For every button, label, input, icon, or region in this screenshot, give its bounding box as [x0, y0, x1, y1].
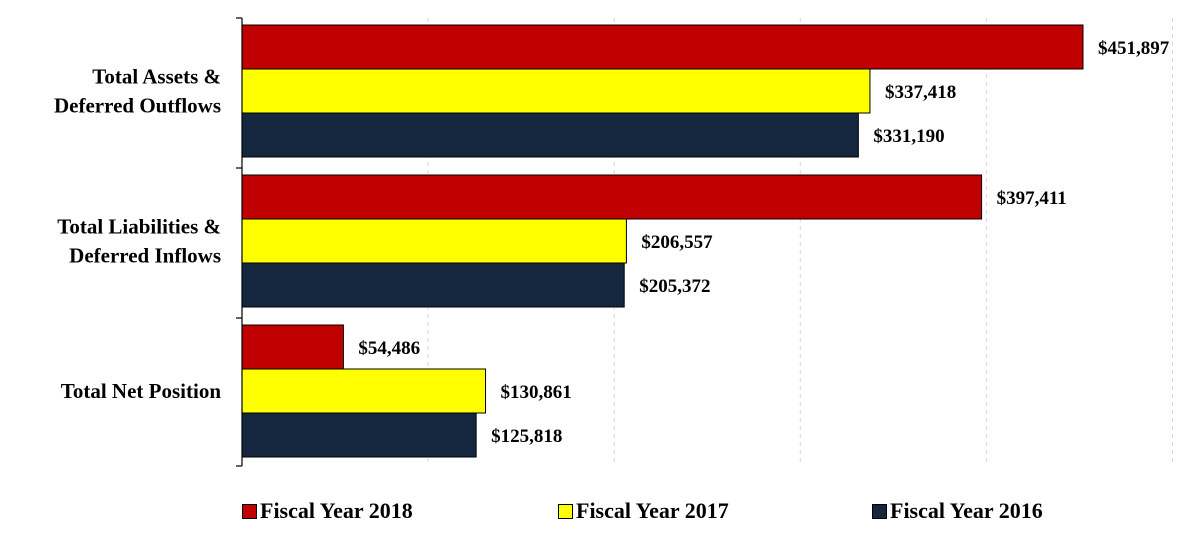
category-label-line: Total Assets & — [92, 65, 221, 89]
category-label: Total Net Position — [61, 379, 222, 403]
bar — [241, 412, 477, 458]
labels: $451,897 $337,418 $331,190 Total Assets & De… — [54, 38, 1170, 447]
bar — [241, 262, 625, 308]
category-label-line: Total Net Position — [61, 379, 222, 403]
legend: Fiscal Year 2018 Fiscal Year 2017 Fiscal… — [0, 498, 1189, 530]
bar — [241, 174, 983, 220]
data-label: $397,411 — [997, 188, 1067, 209]
bars — [241, 24, 1084, 458]
data-label: $205,372 — [639, 276, 710, 297]
data-label: $206,557 — [641, 232, 713, 253]
category-label-line: Deferred Outflows — [54, 94, 221, 118]
legend-label-fy2018: Fiscal Year 2018 — [260, 498, 413, 523]
bar — [241, 112, 859, 158]
legend-swatch-fy2017 — [558, 503, 573, 519]
category-label: Total Liabilities & Deferred Inflows — [57, 215, 221, 268]
data-label: $451,897 — [1098, 38, 1170, 59]
data-label: $130,861 — [501, 382, 572, 403]
bar — [241, 218, 627, 264]
data-label: $54,486 — [358, 338, 420, 359]
legend-item-fy2016: Fiscal Year 2016 — [872, 498, 1043, 524]
legend-label-fy2017: Fiscal Year 2017 — [576, 498, 729, 523]
bar-chart: $451,897 $337,418 $331,190 Total Assets & De… — [54, 17, 1174, 467]
bar — [241, 324, 344, 370]
legend-item-fy2018: Fiscal Year 2018 — [242, 498, 413, 524]
data-label: $337,418 — [885, 82, 956, 103]
legend-label-fy2016: Fiscal Year 2016 — [890, 498, 1043, 523]
category-axis — [236, 17, 243, 467]
category-label: Total Assets & Deferred Outflows — [54, 65, 221, 118]
legend-item-fy2017: Fiscal Year 2017 — [558, 498, 729, 524]
legend-swatch-fy2018 — [242, 503, 257, 519]
legend-swatch-fy2016 — [872, 503, 887, 519]
data-label: $331,190 — [873, 126, 944, 147]
data-label: $125,818 — [491, 426, 562, 447]
category-label-line: Deferred Inflows — [69, 244, 221, 268]
category-label-line: Total Liabilities & — [57, 215, 221, 239]
bar — [241, 24, 1084, 70]
bar — [241, 368, 487, 414]
bar — [241, 68, 871, 114]
